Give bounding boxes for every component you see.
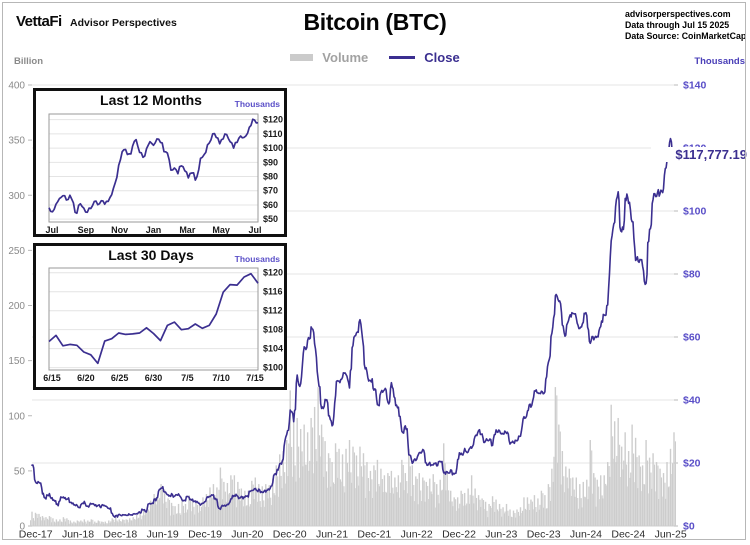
current-price-label-bg <box>651 147 748 162</box>
inset-x-tick-label: Mar <box>179 225 196 234</box>
source-provider: Data Source: CoinMarketCap <box>625 31 747 41</box>
x-axis-tick-label: Dec-20 <box>273 529 307 541</box>
x-axis-tick-label: Dec-18 <box>103 529 137 541</box>
inset-x-tick-label: 6/30 <box>145 373 163 383</box>
inset-30-days-unit-label: Thousands <box>234 254 280 264</box>
inset-y-tick-label: $100 <box>263 143 283 153</box>
inset-x-tick-label: 6/20 <box>77 373 95 383</box>
left-axis-tick-label: 150 <box>8 356 25 367</box>
left-axis-tick-label: 250 <box>8 246 25 257</box>
close-legend-label: Close <box>424 50 460 65</box>
left-axis-tick-label: 50 <box>14 466 26 477</box>
inset-price-line <box>48 272 259 365</box>
inset-y-tick-label: $104 <box>263 344 283 354</box>
close-price-line <box>31 137 675 519</box>
right-axis-tick-label: $60 <box>683 332 701 344</box>
right-axis-tick-label: $100 <box>683 206 707 218</box>
inset-price-line <box>48 118 259 215</box>
right-axis-tick-label: $0 <box>683 521 695 533</box>
inset-y-tick-label: $90 <box>263 157 278 167</box>
volume-bars <box>30 387 676 526</box>
inset-y-tick-label: $60 <box>263 200 278 210</box>
inset-x-tick-label: 6/15 <box>43 373 61 383</box>
advisor-perspectives-label: Advisor Perspectives <box>70 17 177 29</box>
x-axis-tick-label: Jun-23 <box>485 529 517 541</box>
inset-x-tick-label: Nov <box>111 225 128 234</box>
inset-30-days-canvas: $120 $116 $112 $108 $104 $100 6/15 6/20 6/25 6/30… <box>43 267 283 383</box>
inset-x-tick-label: Jan <box>146 225 162 234</box>
left-axis-tick-label: 300 <box>8 191 25 202</box>
right-axis-tick-label: $80 <box>683 269 701 281</box>
source-site: advisorperspectives.com <box>625 9 731 19</box>
x-axis-tick-label: Dec-24 <box>611 529 645 541</box>
inset-x-tick-label: 7/15 <box>246 373 264 383</box>
inset-y-tick-label: $116 <box>263 287 283 297</box>
inset-y-tick-label: $100 <box>263 363 283 373</box>
x-axis-tick-label: Dec-17 <box>19 529 53 541</box>
current-price-label: $117,777.19 <box>675 147 747 162</box>
right-axis-unit-label: Thousands <box>694 56 745 67</box>
legend: Volume Close <box>0 50 750 65</box>
right-axis-tick-label: $20 <box>683 458 701 470</box>
right-axis-tick-label: $40 <box>683 395 701 407</box>
volume-swatch <box>290 54 314 61</box>
inset-plot-frame <box>48 113 259 223</box>
inset-plot-frame <box>48 267 259 371</box>
inset-12-months-title: Last 12 Months <box>100 92 202 108</box>
x-axis-tick-label: Jun-25 <box>655 529 687 541</box>
source-block: advisorperspectives.com Data through Jul… <box>625 9 746 42</box>
x-axis-tick-label: Jun-22 <box>401 529 433 541</box>
x-axis-tick-label: Jun-24 <box>570 529 602 541</box>
inset-last-30-days: $120 $116 $112 $108 $104 $100 6/15 6/20 6/25 6/30… <box>33 243 287 390</box>
inset-x-tick-label: 7/5 <box>181 373 194 383</box>
inset-y-tick-label: $120 <box>263 268 283 278</box>
left-axis-tick-label: 100 <box>8 411 25 422</box>
page-title: Bitcoin (BTC) <box>303 9 447 35</box>
volume-legend-label: Volume <box>322 50 369 65</box>
left-axis-unit-label: Billion <box>14 56 44 67</box>
inset-x-tick-label: Sep <box>78 225 95 234</box>
inset-last-12-months: $120 $110 $100 $90 $80 $70 $60 $50 Jul Sep Nov Jan M… <box>33 88 287 237</box>
inset-x-tick-label: 6/25 <box>111 373 129 383</box>
vettafi-logo: VettaFi <box>16 13 62 30</box>
inset-y-tick-label: $120 <box>263 115 283 125</box>
close-swatch <box>389 56 416 59</box>
x-axis-tick-label: Dec-19 <box>188 529 222 541</box>
inset-y-tick-label: $108 <box>263 325 283 335</box>
x-axis-tick-label: Dec-21 <box>357 529 391 541</box>
x-axis-tick-label: Jun-18 <box>62 529 94 541</box>
left-axis-tick-label: 0 <box>19 522 25 533</box>
x-axis-tick-label: Jun-19 <box>147 529 179 541</box>
x-axis-tick-label: Jun-21 <box>316 529 348 541</box>
inset-x-tick-label: Jul <box>248 225 261 234</box>
inset-y-tick-label: $70 <box>263 186 278 196</box>
inset-12-months-unit-label: Thousands <box>234 99 280 109</box>
right-axis-tick-label: $140 <box>683 80 707 92</box>
x-axis-tick-label: Dec-22 <box>442 529 476 541</box>
inset-x-tick-label: Jul <box>45 225 58 234</box>
left-axis-tick-label: 350 <box>8 136 25 147</box>
inset-y-tick-label: $112 <box>263 306 283 316</box>
x-axis-tick-label: Dec-23 <box>527 529 561 541</box>
inset-30-days-title: Last 30 Days <box>108 247 194 263</box>
inset-y-tick-label: $110 <box>263 129 283 139</box>
inset-y-tick-label: $80 <box>263 172 278 182</box>
x-axis-tick-label: Jun-20 <box>231 529 263 541</box>
left-axis-tick-label: 400 <box>8 81 25 92</box>
inset-x-tick-label: May <box>212 225 230 234</box>
source-date: Data through Jul 15 2025 <box>625 20 730 30</box>
inset-y-tick-label: $50 <box>263 214 278 224</box>
inset-x-tick-label: 7/10 <box>212 373 230 383</box>
left-axis-tick-label: 200 <box>8 301 25 312</box>
